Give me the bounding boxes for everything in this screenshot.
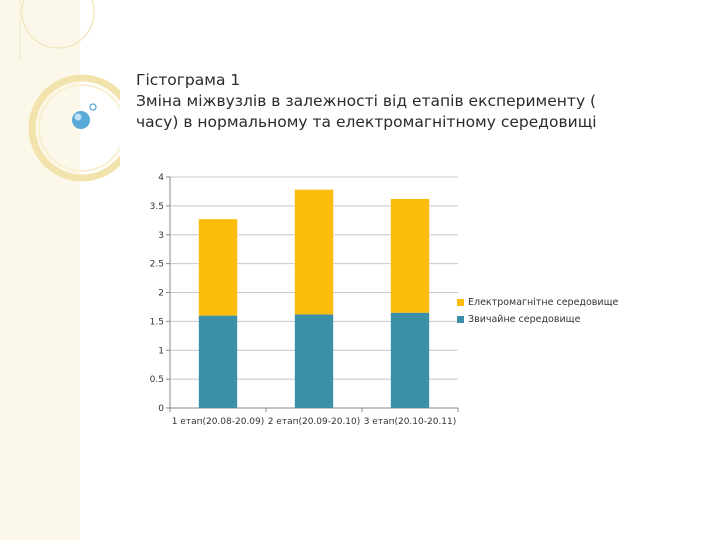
y-axis-tick-labels: 0 0.5 1 1.5 2 2.5 3 3.5 4 [150, 173, 165, 414]
decorative-side-panel [0, 0, 80, 540]
bar-segment [198, 219, 238, 316]
legend-swatch [457, 299, 464, 306]
bar-segment [390, 312, 430, 408]
title-line-3: часу) в нормальному та електромагнітному… [136, 113, 597, 131]
decorative-ring-large [28, 74, 120, 182]
y-tick-label: 3 [158, 231, 164, 241]
x-category-label: 1 етап(20.08-20.09) [172, 417, 265, 427]
x-category-label: 3 етап(20.10-20.11) [364, 417, 457, 427]
bars [198, 189, 430, 408]
legend-label: Електромагнітне середовище [468, 297, 619, 308]
x-category-label: 2 етап(20.09-20.10) [268, 417, 361, 427]
legend-item: Звичайне середовище [457, 311, 618, 328]
y-tick-label: 2 [158, 289, 164, 299]
title-line-1: Гістограма 1 [136, 71, 241, 89]
y-tick-label: 4 [158, 173, 164, 183]
y-tick-label: 0 [158, 404, 164, 414]
bar-segment [294, 314, 334, 408]
chart-title: Гістограма 1 Зміна міжвузлів в залежност… [136, 70, 656, 133]
decorative-small-bubble [89, 103, 97, 111]
y-tick-label: 2.5 [150, 260, 164, 270]
legend-swatch [457, 316, 464, 323]
y-tick-label: 3.5 [150, 202, 164, 212]
bar-segment [294, 189, 334, 315]
decorative-bubble-highlight [74, 113, 82, 121]
decorative-ring-inner [38, 84, 120, 172]
y-tick-label: 1 [158, 346, 164, 356]
x-axis-category-labels: 1 етап(20.08-20.09) 2 етап(20.09-20.10) 3 … [172, 417, 457, 427]
legend-label: Звичайне середовище [468, 314, 581, 325]
y-tick-label: 0.5 [150, 375, 164, 385]
decorative-ring-top [21, 0, 95, 49]
y-tick-label: 1.5 [150, 317, 164, 327]
legend-item: Електромагнітне середовище [457, 294, 618, 311]
decorative-rings [19, 0, 120, 182]
bar-segment [390, 198, 430, 313]
bar-segment [198, 315, 238, 408]
title-line-2: Зміна міжвузлів в залежності від етапів … [136, 92, 597, 110]
legend: Електромагнітне середовище Звичайне серед… [457, 294, 618, 328]
